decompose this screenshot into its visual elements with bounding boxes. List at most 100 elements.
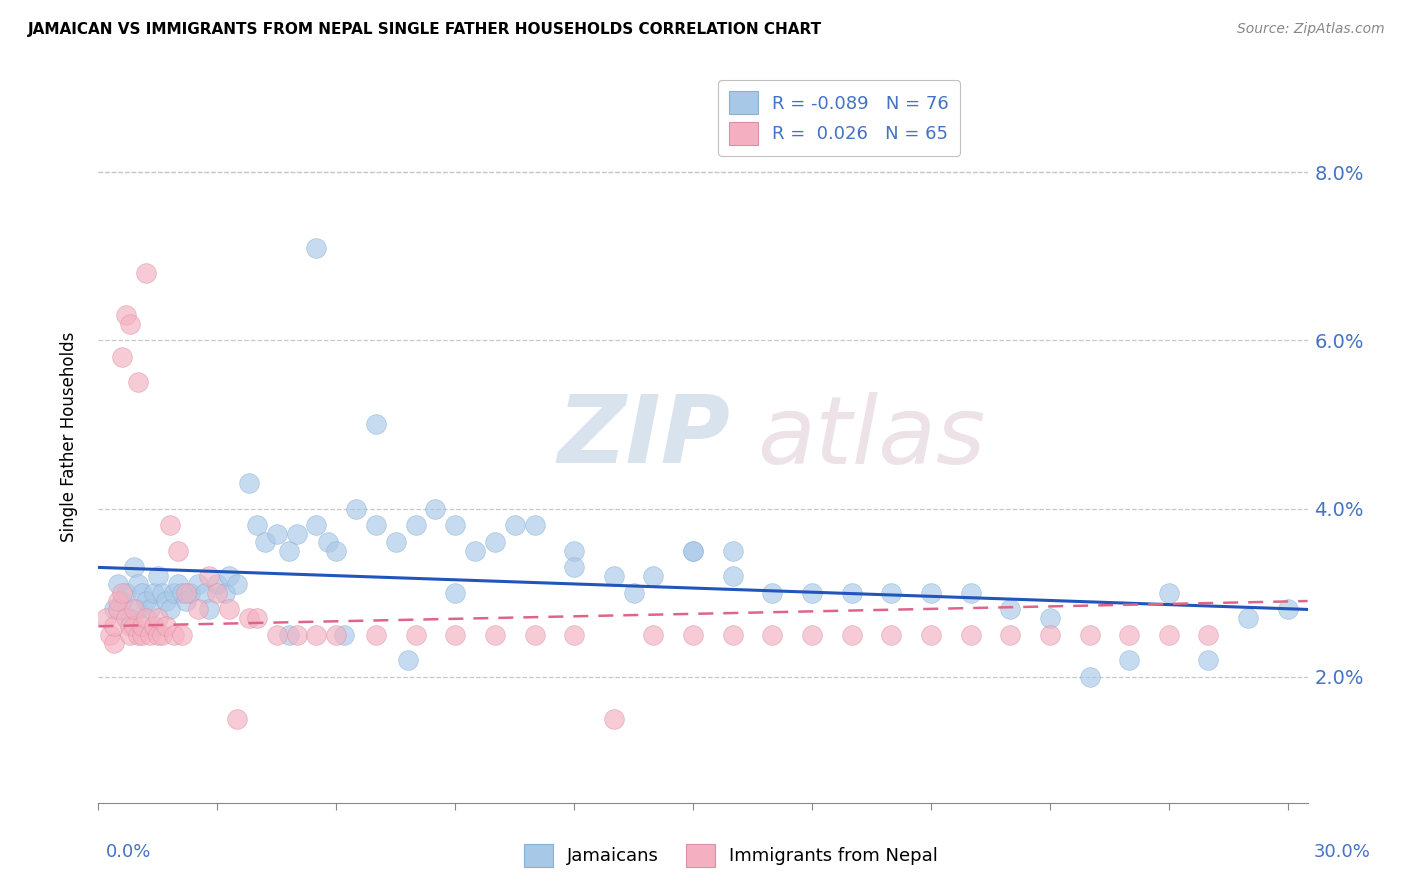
Point: [464, 543, 486, 558]
Point: [139, 602, 162, 616]
Point: [163, 627, 186, 641]
Point: [623, 585, 645, 599]
Point: [207, 577, 229, 591]
Point: [186, 577, 208, 591]
Point: [1198, 627, 1220, 641]
Point: [135, 266, 157, 280]
Point: [122, 602, 145, 616]
Point: [1000, 627, 1022, 641]
Point: [146, 569, 169, 583]
Point: [880, 585, 903, 599]
Text: 0.0%: 0.0%: [105, 843, 150, 861]
Point: [1039, 627, 1062, 641]
Point: [444, 627, 467, 641]
Point: [801, 585, 824, 599]
Point: [682, 627, 704, 641]
Point: [959, 627, 981, 641]
Point: [127, 376, 149, 390]
Point: [238, 611, 260, 625]
Point: [111, 585, 134, 599]
Point: [131, 585, 153, 599]
Point: [841, 627, 863, 641]
Point: [266, 627, 288, 641]
Point: [135, 611, 157, 625]
Point: [1277, 602, 1299, 616]
Point: [1118, 627, 1140, 641]
Point: [107, 594, 129, 608]
Point: [107, 577, 129, 591]
Point: [103, 602, 125, 616]
Point: [115, 611, 138, 625]
Point: [198, 569, 221, 583]
Point: [682, 543, 704, 558]
Point: [238, 476, 260, 491]
Point: [484, 627, 506, 641]
Point: [344, 501, 367, 516]
Point: [305, 518, 328, 533]
Point: [1078, 670, 1101, 684]
Point: [120, 627, 142, 641]
Point: [120, 619, 142, 633]
Point: [214, 585, 236, 599]
Point: [761, 627, 783, 641]
Point: [103, 619, 125, 633]
Point: [364, 417, 387, 432]
Point: [163, 585, 186, 599]
Point: [285, 526, 308, 541]
Text: Source: ZipAtlas.com: Source: ZipAtlas.com: [1237, 22, 1385, 37]
Point: [159, 518, 181, 533]
Point: [643, 627, 665, 641]
Point: [142, 619, 165, 633]
Point: [444, 585, 467, 599]
Point: [98, 627, 121, 641]
Point: [246, 518, 269, 533]
Point: [1078, 627, 1101, 641]
Point: [146, 611, 169, 625]
Point: [1157, 585, 1180, 599]
Point: [120, 317, 142, 331]
Point: [253, 535, 276, 549]
Point: [425, 501, 447, 516]
Point: [643, 569, 665, 583]
Point: [198, 602, 221, 616]
Point: [562, 560, 585, 574]
Point: [131, 627, 153, 641]
Point: [159, 602, 181, 616]
Point: [127, 627, 149, 641]
Point: [721, 627, 744, 641]
Point: [721, 569, 744, 583]
Y-axis label: Single Father Households: Single Father Households: [59, 332, 77, 542]
Point: [603, 712, 626, 726]
Point: [841, 585, 863, 599]
Point: [484, 535, 506, 549]
Point: [603, 569, 626, 583]
Point: [170, 627, 193, 641]
Point: [194, 585, 217, 599]
Point: [115, 308, 138, 322]
Point: [920, 627, 942, 641]
Point: [277, 627, 299, 641]
Point: [384, 535, 406, 549]
Point: [1157, 627, 1180, 641]
Legend: Jamaicans, Immigrants from Nepal: Jamaicans, Immigrants from Nepal: [516, 837, 946, 874]
Point: [880, 627, 903, 641]
Point: [761, 585, 783, 599]
Point: [111, 594, 134, 608]
Point: [325, 543, 347, 558]
Point: [920, 585, 942, 599]
Point: [562, 543, 585, 558]
Point: [277, 543, 299, 558]
Point: [444, 518, 467, 533]
Text: atlas: atlas: [758, 392, 986, 483]
Point: [305, 627, 328, 641]
Point: [107, 602, 129, 616]
Point: [1237, 611, 1260, 625]
Point: [246, 611, 269, 625]
Point: [318, 535, 340, 549]
Point: [333, 627, 356, 641]
Point: [103, 636, 125, 650]
Text: JAMAICAN VS IMMIGRANTS FROM NEPAL SINGLE FATHER HOUSEHOLDS CORRELATION CHART: JAMAICAN VS IMMIGRANTS FROM NEPAL SINGLE…: [28, 22, 823, 37]
Point: [682, 543, 704, 558]
Point: [115, 585, 138, 599]
Point: [127, 577, 149, 591]
